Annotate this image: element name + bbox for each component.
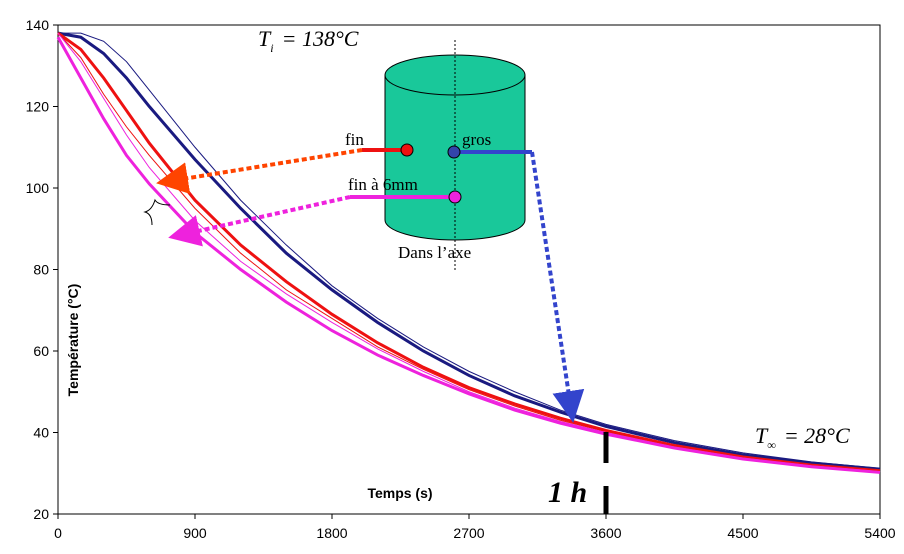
y-tick-label: 80	[33, 262, 49, 278]
bracket	[143, 198, 171, 226]
series-line	[56, 36, 881, 474]
x-axis-title: Temps (s)	[367, 485, 432, 501]
x-tick-label: 0	[54, 525, 62, 541]
annotation: Ti = 138°C	[258, 26, 359, 55]
y-tick-label: 140	[26, 17, 50, 33]
dot-fin	[400, 143, 414, 157]
x-tick-label: 5400	[864, 525, 895, 541]
dot-gros	[447, 145, 461, 159]
cylinder-top	[384, 54, 526, 96]
series-line	[57, 32, 881, 472]
arrow-fin6	[168, 195, 351, 247]
x-tick-label: 4500	[727, 525, 758, 541]
series-line	[57, 31, 881, 471]
y-tick-label: 20	[33, 506, 49, 522]
annotation-symbol: T	[755, 423, 769, 448]
annotation-sub: i	[270, 41, 273, 55]
annotation-text: = 138°C	[282, 26, 359, 51]
annotation-sub: ∞	[767, 438, 776, 452]
x-tick-label: 1800	[316, 525, 347, 541]
annotation-symbol: T	[258, 26, 272, 51]
series-line	[57, 32, 881, 473]
y-axis-title: Température (°C)	[65, 284, 81, 397]
label-fin: fin	[345, 130, 364, 149]
annotation-text: = 28°C	[784, 423, 850, 448]
arrow-gros	[530, 151, 585, 423]
label-fin6: fin à 6mm	[348, 175, 418, 194]
arrow-fin	[156, 148, 363, 194]
series-line	[57, 31, 881, 473]
dot-fin6	[448, 190, 462, 204]
cylinder-diagram: fin gros fin à 6mm Dans l’axe	[143, 40, 585, 423]
annotation: T∞ = 28°C	[755, 423, 850, 452]
y-tick-label: 40	[33, 425, 49, 441]
y-tick-label: 100	[26, 180, 50, 196]
hour-label: 1 h	[548, 476, 587, 509]
label-axis: Dans l’axe	[398, 243, 471, 262]
y-tick-label: 60	[33, 343, 49, 359]
x-tick-label: 3600	[590, 525, 621, 541]
x-tick-label: 2700	[453, 525, 484, 541]
series-line	[58, 32, 881, 469]
x-tick-label: 900	[183, 525, 207, 541]
label-gros: gros	[462, 130, 491, 149]
y-tick-label: 120	[26, 99, 50, 115]
